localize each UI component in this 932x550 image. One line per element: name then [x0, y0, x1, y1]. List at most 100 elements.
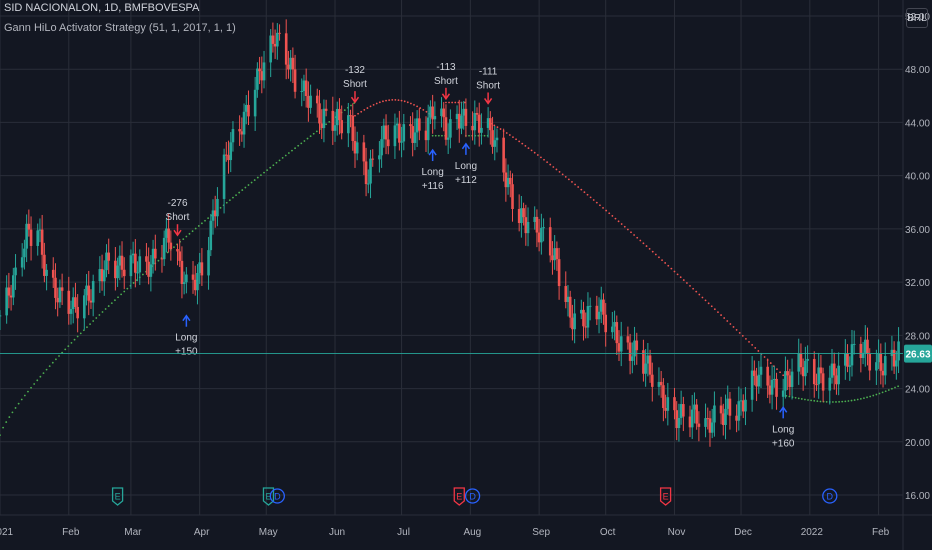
hilo-dot — [284, 154, 287, 157]
candle-body — [102, 270, 106, 282]
time-axis[interactable]: 2021 Feb Mar Apr May Jun Jul Aug Sep Oct Nov Dec 202… — [0, 527, 890, 538]
candle-body — [508, 177, 512, 185]
candle-body — [209, 220, 213, 251]
earnings-event-icon[interactable]: E — [262, 487, 275, 506]
currency-badge[interactable]: BRL — [906, 8, 928, 28]
candle-body — [293, 69, 297, 92]
candle-body — [564, 286, 568, 303]
candle-body — [40, 229, 44, 255]
candle-body — [517, 208, 521, 224]
hilo-dot — [546, 161, 549, 164]
hilo-dot — [219, 206, 222, 209]
signal-type-label: Short — [476, 80, 500, 91]
hilo-dot — [73, 338, 76, 341]
candle-body — [196, 272, 199, 291]
hilo-dot — [11, 411, 14, 414]
hilo-dot — [107, 305, 110, 307]
hilo-dot — [256, 176, 259, 179]
hilo-dot — [437, 134, 440, 137]
hilo-dot — [508, 134, 511, 136]
hilo-dot — [378, 101, 381, 104]
hilo-dot — [27, 390, 29, 393]
candle-body — [662, 385, 665, 408]
time-tick-label: Feb — [872, 527, 890, 538]
signal-type-label: Long — [772, 424, 794, 435]
hilo-dot — [673, 270, 676, 273]
candle-body — [863, 339, 867, 353]
candle-body — [307, 96, 310, 108]
hilo-dot — [5, 421, 8, 423]
hilo-dot — [92, 320, 95, 322]
hilo-dot — [540, 156, 542, 159]
hilo-dot — [385, 99, 387, 102]
candle-body — [875, 362, 878, 371]
candle-body — [635, 340, 639, 351]
candle-body — [122, 269, 126, 277]
hilo-dot — [409, 102, 412, 105]
hilo-dot — [651, 250, 654, 253]
hilo-dot — [372, 103, 375, 106]
hilo-dot — [853, 399, 856, 401]
candle-body — [364, 161, 368, 185]
candle-body — [116, 265, 119, 279]
candle-body — [642, 350, 645, 374]
hilo-dot — [512, 136, 514, 139]
dividend-event-icon[interactable]: D — [269, 488, 285, 504]
candle-body — [659, 381, 663, 386]
hilo-dot — [558, 171, 561, 173]
split-event-icon[interactable]: E — [453, 487, 465, 506]
candle-body — [744, 399, 747, 412]
price-axis[interactable]: 52.00 48.00 44.00 40.00 36.00 32.00 28.00 24.00… — [0, 12, 932, 502]
last-price-badge — [904, 344, 932, 363]
candle-body — [238, 129, 241, 132]
candle-body — [602, 299, 605, 315]
candle-body — [25, 223, 28, 249]
hilo-dot — [328, 121, 331, 123]
dividend-event-icon[interactable]: D — [822, 488, 838, 504]
split-event-icon[interactable]: E — [659, 487, 672, 506]
hilo-dot — [595, 201, 598, 204]
hilo-dot — [648, 247, 651, 250]
candle-body — [533, 216, 537, 223]
hilo-dot — [623, 225, 626, 228]
indicator-legend[interactable]: Gann HiLo Activator Strategy (51, 1, 201… — [4, 22, 236, 34]
hilo-dot — [763, 356, 766, 358]
signal-value-label: +150 — [175, 347, 198, 358]
hilo-dot — [530, 149, 533, 152]
hilo-dot — [707, 302, 710, 305]
price-tick-label: 20.00 — [905, 438, 930, 449]
candle-body — [71, 297, 75, 310]
earnings-event-icon[interactable]: E — [111, 487, 124, 506]
candle-body — [828, 377, 832, 391]
short-arrow-head — [441, 93, 451, 101]
event-shape — [453, 487, 465, 506]
hilo-dot — [859, 397, 862, 400]
signal-value-label: -132 — [345, 65, 365, 76]
candle-body — [43, 254, 46, 276]
candle-body — [349, 115, 352, 117]
candle-body — [801, 367, 805, 377]
signal-value-label: -113 — [436, 62, 456, 73]
hilo-dot — [878, 392, 881, 395]
candle-body — [371, 158, 375, 160]
candle-body — [36, 230, 40, 246]
candle-body — [553, 248, 556, 261]
hilo-dot — [658, 256, 660, 259]
candle-body — [89, 300, 93, 303]
candle-body — [739, 400, 743, 402]
hilo-dot — [325, 123, 328, 126]
hilo-dot — [70, 341, 73, 344]
candle-body — [704, 418, 707, 427]
hilo-dot — [611, 215, 614, 217]
hilo-dot — [729, 323, 732, 325]
short-arrow-head — [350, 96, 360, 104]
dividend-event-icon[interactable]: D — [464, 488, 481, 504]
price-tick-label: 28.00 — [905, 331, 930, 342]
hilo-dot — [800, 398, 803, 400]
time-tick-label: Jul — [397, 527, 410, 538]
candle-body — [486, 118, 490, 128]
candle-body — [890, 349, 894, 357]
hilo-dot — [434, 134, 437, 137]
candle-body — [491, 130, 494, 147]
